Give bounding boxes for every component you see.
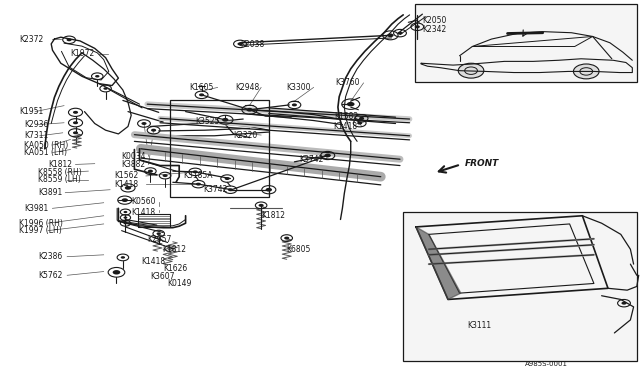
Circle shape [104,87,108,90]
Circle shape [573,64,599,79]
Circle shape [163,174,168,177]
Text: K3981: K3981 [24,204,49,213]
Circle shape [121,256,125,259]
Circle shape [284,237,289,240]
Text: K2342: K2342 [422,25,447,34]
Text: K2050: K2050 [422,16,447,25]
Text: K7311: K7311 [24,131,49,140]
Circle shape [359,117,364,120]
Text: K2372: K2372 [19,35,44,44]
Text: K3111: K3111 [467,321,492,330]
Circle shape [347,102,355,106]
Text: K3607: K3607 [150,272,175,280]
Text: K1812: K1812 [162,245,186,254]
Circle shape [157,232,161,235]
Circle shape [73,121,78,124]
Circle shape [196,183,201,186]
Circle shape [246,108,253,112]
Circle shape [357,122,362,125]
Text: K1418: K1418 [114,180,138,189]
Circle shape [397,32,403,35]
Text: K1605: K1605 [189,83,213,92]
Text: K1951: K1951 [19,107,44,116]
Circle shape [124,211,127,213]
Text: K1582: K1582 [334,112,358,121]
Circle shape [151,129,156,132]
Text: K3525: K3525 [195,117,220,126]
Text: K2038: K2038 [240,40,264,49]
Circle shape [458,63,484,78]
Text: K1997 (LH): K1997 (LH) [19,226,62,235]
Circle shape [148,170,153,173]
Text: K8559 (LH): K8559 (LH) [38,175,81,184]
Bar [415,4,637,82]
Text: K1626: K1626 [163,264,188,273]
Text: K1972: K1972 [70,49,95,58]
Text: FRONT: FRONT [465,159,499,168]
Circle shape [124,217,127,219]
Text: K5762: K5762 [38,271,63,280]
Text: K1562: K1562 [114,171,138,180]
Circle shape [225,177,230,180]
Circle shape [292,103,297,106]
Text: K3185A: K3185A [184,171,213,180]
Circle shape [122,198,128,202]
Circle shape [67,38,72,41]
Text: K3742: K3742 [300,155,324,164]
Text: K2386: K2386 [38,252,63,261]
Text: K2936: K2936 [24,120,49,129]
Text: K2948: K2948 [236,83,260,92]
Text: KA050 (RH): KA050 (RH) [24,141,68,150]
Text: K2957: K2957 [147,235,172,244]
Text: K3760: K3760 [335,78,360,87]
Circle shape [266,188,272,192]
Circle shape [193,170,198,173]
Circle shape [415,25,420,28]
Text: K2320: K2320 [234,131,258,140]
Text: K6805: K6805 [287,245,311,254]
Text: K1418: K1418 [131,208,156,217]
Circle shape [113,270,120,275]
Circle shape [124,222,127,224]
Text: K1996 (RH): K1996 (RH) [19,219,63,228]
Text: K0034: K0034 [122,152,146,161]
Text: K8558 (RH): K8558 (RH) [38,168,82,177]
Circle shape [141,122,147,125]
Circle shape [259,204,264,207]
Text: K1418: K1418 [333,122,357,131]
Bar [170,100,269,197]
Text: K1418: K1418 [141,257,165,266]
Text: K1812: K1812 [48,160,72,169]
Circle shape [387,33,394,37]
Circle shape [237,42,243,45]
Text: K3300: K3300 [287,83,311,92]
Text: KA051 (LH): KA051 (LH) [24,148,67,157]
Text: K0149: K0149 [168,279,192,288]
Text: K3742: K3742 [204,185,228,194]
Circle shape [199,93,204,96]
Text: K3891: K3891 [38,188,63,197]
Circle shape [222,118,228,122]
Text: K0560: K0560 [131,197,156,206]
Circle shape [125,186,131,190]
Circle shape [324,154,331,157]
Polygon shape [416,227,461,299]
Circle shape [73,131,78,134]
Circle shape [95,75,99,77]
Circle shape [621,302,627,305]
Circle shape [228,188,233,191]
Text: K1812: K1812 [261,211,285,220]
Bar [403,212,637,361]
Text: K3882: K3882 [122,160,146,169]
Circle shape [73,111,78,114]
Text: A985S-0001: A985S-0001 [525,361,568,367]
